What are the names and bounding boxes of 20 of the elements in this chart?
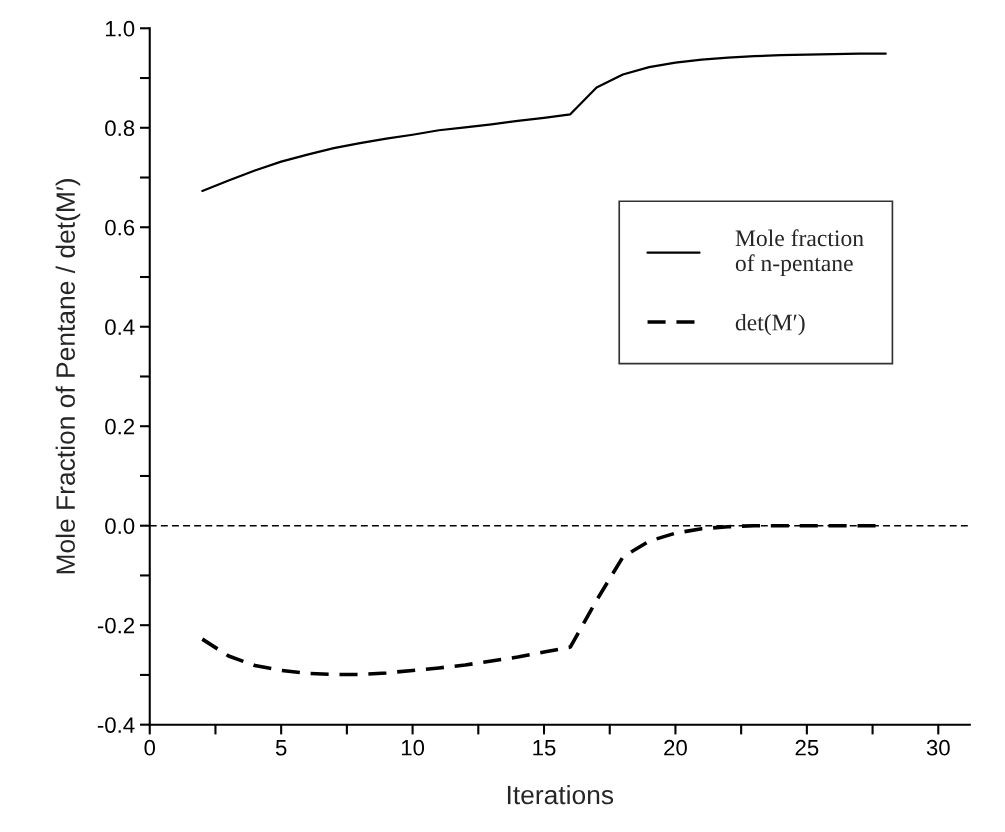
x-tick-label: 15 — [533, 740, 556, 756]
y-tick-label: 0.6 — [105, 219, 135, 236]
x-axis-title: Iterations — [507, 784, 614, 805]
x-tick-label: 5 — [275, 740, 287, 756]
y-tick-label: 0.0 — [105, 518, 135, 534]
line-series — [201, 52, 887, 193]
x-tick-label: 25 — [795, 739, 819, 756]
y-tick-label: 0.4 — [105, 319, 135, 336]
legend-label: Mole fraction of n-pentane — [735, 229, 864, 276]
y-tick-label: 0.2 — [105, 418, 135, 435]
x-tick-label: 20 — [664, 739, 687, 756]
y-tick-label: 1.0 — [105, 20, 135, 37]
y-tick-label: -0.4 — [97, 717, 135, 733]
legend-label: det(M′) — [735, 313, 805, 336]
x-tick-label: 30 — [926, 739, 950, 756]
y-axis-title: Mole Fraction of Pentane / det(M′) — [55, 179, 81, 574]
y-tick-label: 0.8 — [105, 120, 135, 137]
y-tick-label: -0.2 — [97, 617, 135, 634]
x-tick-label: 10 — [401, 739, 425, 756]
x-tick-label: 0 — [144, 739, 156, 756]
